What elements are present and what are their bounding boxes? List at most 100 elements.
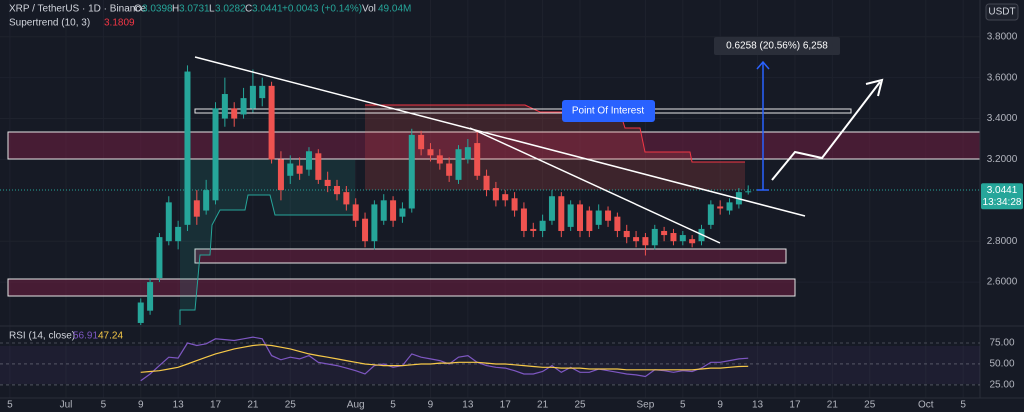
x-tick-label: 17 xyxy=(210,400,222,411)
rsi-tick-label: 50.00 xyxy=(989,359,1014,370)
x-tick-label: Oct xyxy=(918,400,934,411)
candle-body xyxy=(586,210,593,231)
candles xyxy=(137,65,752,325)
currency-box xyxy=(985,3,1019,21)
y-tick-label: 3.8000 xyxy=(987,31,1018,42)
y-tick-label: 3.2000 xyxy=(987,154,1018,165)
rsi-pane xyxy=(0,336,980,386)
y-tick-label: 2.6000 xyxy=(987,277,1018,288)
candle-body xyxy=(455,149,462,180)
rsi-name: RSI (14, close) xyxy=(9,331,75,342)
candle-body xyxy=(577,204,583,231)
x-tick-label: 25 xyxy=(574,400,586,411)
candle-body xyxy=(651,228,658,246)
support-zone xyxy=(194,248,787,264)
rsi-tick-label: 25.00 xyxy=(989,380,1014,391)
candle-body xyxy=(530,228,537,231)
supertrend-name: Supertrend (10, 3) xyxy=(9,18,90,29)
rsi-line xyxy=(140,336,749,382)
candle-body xyxy=(277,159,284,191)
readout-label: L xyxy=(209,4,215,15)
projection-arrow xyxy=(771,81,881,181)
rsi-ma-value: 47.24 xyxy=(98,331,123,342)
candle-body xyxy=(548,196,555,221)
trendline xyxy=(469,127,721,244)
candle-body xyxy=(371,204,378,242)
rsi-band xyxy=(0,346,980,384)
supertrend-up-line xyxy=(179,194,355,325)
candle-body xyxy=(268,85,275,160)
measure-label: 0.6258 (20.56%) 6,258 xyxy=(726,41,828,52)
x-tick-label: 9 xyxy=(428,400,434,411)
candle-body xyxy=(474,143,481,176)
candle-body xyxy=(380,200,387,221)
x-tick-label: 9 xyxy=(717,400,723,411)
trendline xyxy=(194,56,806,217)
candle-body xyxy=(249,85,256,109)
readout-label: H xyxy=(172,4,179,15)
candle-body xyxy=(184,71,191,225)
candle-body xyxy=(511,198,518,211)
candle-body xyxy=(418,134,425,150)
candle-body xyxy=(558,196,565,231)
labels: 2.6000 2.8000 3.2000 3.4000 3.6000 3.8000 5 Jul… xyxy=(7,31,1023,411)
candle-body xyxy=(707,204,714,225)
candle-body xyxy=(623,230,630,238)
x-tick-label: Sep xyxy=(637,400,655,411)
candle-body xyxy=(231,108,238,119)
rsi-value: 56.91 xyxy=(73,331,98,342)
poi-zone xyxy=(194,108,852,114)
candle-body xyxy=(567,204,574,227)
poi-label: Point Of Interest xyxy=(572,106,644,117)
candle-body xyxy=(165,202,172,242)
candle-body xyxy=(745,191,752,193)
supertrend-value: 3.1809 xyxy=(104,18,135,29)
candle-body xyxy=(315,153,322,180)
x-tick-label: Jul xyxy=(60,400,73,411)
candle-body xyxy=(679,235,686,242)
x-tick-label: 9 xyxy=(138,400,144,411)
candle-body xyxy=(399,208,406,217)
y-tick-label: 3.4000 xyxy=(987,113,1018,124)
y-tick-label: 3.6000 xyxy=(987,72,1018,83)
readout-label: O xyxy=(134,4,142,15)
volume: 49.04M xyxy=(378,4,411,15)
candle-body xyxy=(212,108,219,201)
supertrend-up-fill xyxy=(180,160,355,325)
y-tick-label: 2.8000 xyxy=(987,236,1018,247)
candle-body xyxy=(717,206,724,209)
candle-body xyxy=(334,186,341,195)
candle-body xyxy=(287,163,294,176)
x-tick-label: 13 xyxy=(462,400,474,411)
candle-body xyxy=(240,98,247,115)
volume-label: Vol xyxy=(362,4,376,15)
measure-box xyxy=(714,37,840,55)
x-tick-label: 21 xyxy=(247,400,259,411)
candle-body xyxy=(670,233,677,242)
candle-body xyxy=(427,149,434,156)
candle-body xyxy=(633,237,640,242)
candle-body xyxy=(614,216,621,231)
rsi-tick-label: 75.00 xyxy=(989,338,1014,349)
x-tick-label: 13 xyxy=(173,400,185,411)
candle-body xyxy=(408,134,415,209)
candle-body xyxy=(642,237,649,246)
arrow-head xyxy=(865,78,884,97)
readout-value: 3.0282 xyxy=(215,4,246,15)
candle-body xyxy=(221,94,228,119)
candle-body xyxy=(343,192,350,205)
x-tick-label: 5 xyxy=(7,400,13,411)
countdown: 13:34:28 xyxy=(983,197,1022,208)
measure-arrow xyxy=(756,60,770,70)
readout-label: C xyxy=(245,4,252,15)
candle-body xyxy=(175,226,182,242)
readout-value: 3.0441 xyxy=(252,4,283,15)
candle-body xyxy=(193,200,200,217)
currency: USDT xyxy=(988,7,1015,18)
x-tick-label: 17 xyxy=(789,400,801,411)
readout-value: 3.0398 xyxy=(142,4,173,15)
candle-body xyxy=(446,163,453,176)
candle-body xyxy=(390,200,397,221)
